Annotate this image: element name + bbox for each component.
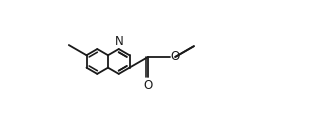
Text: O: O [171, 50, 180, 63]
Text: O: O [144, 79, 153, 92]
Text: N: N [115, 34, 123, 48]
